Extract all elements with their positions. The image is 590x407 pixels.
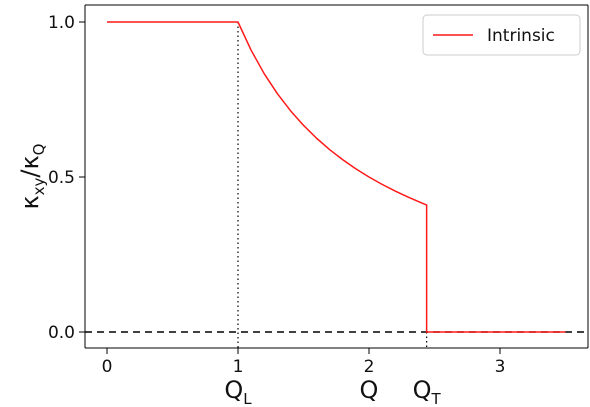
plot-area xyxy=(85,21,588,348)
x-tick-label: 1 xyxy=(233,357,244,377)
x-tick-label: 3 xyxy=(495,357,506,377)
ref-label-qt: QT xyxy=(413,376,442,407)
x-tick-label: 2 xyxy=(364,357,375,377)
y-tick-label: 0.5 xyxy=(48,168,75,188)
series-line-intrinsic xyxy=(107,21,566,333)
legend-box xyxy=(422,14,581,56)
legend: Intrinsic xyxy=(422,14,581,56)
x-axis-label: Q xyxy=(360,376,379,404)
ref-label-ql: QL xyxy=(224,376,252,407)
y-axis-label: κxy/κQ xyxy=(16,144,48,210)
y-tick-label: 1.0 xyxy=(48,13,75,33)
x-tick-label: 0 xyxy=(102,357,113,377)
legend-label: Intrinsic xyxy=(487,26,555,46)
y-tick-label: 0.0 xyxy=(48,323,75,343)
